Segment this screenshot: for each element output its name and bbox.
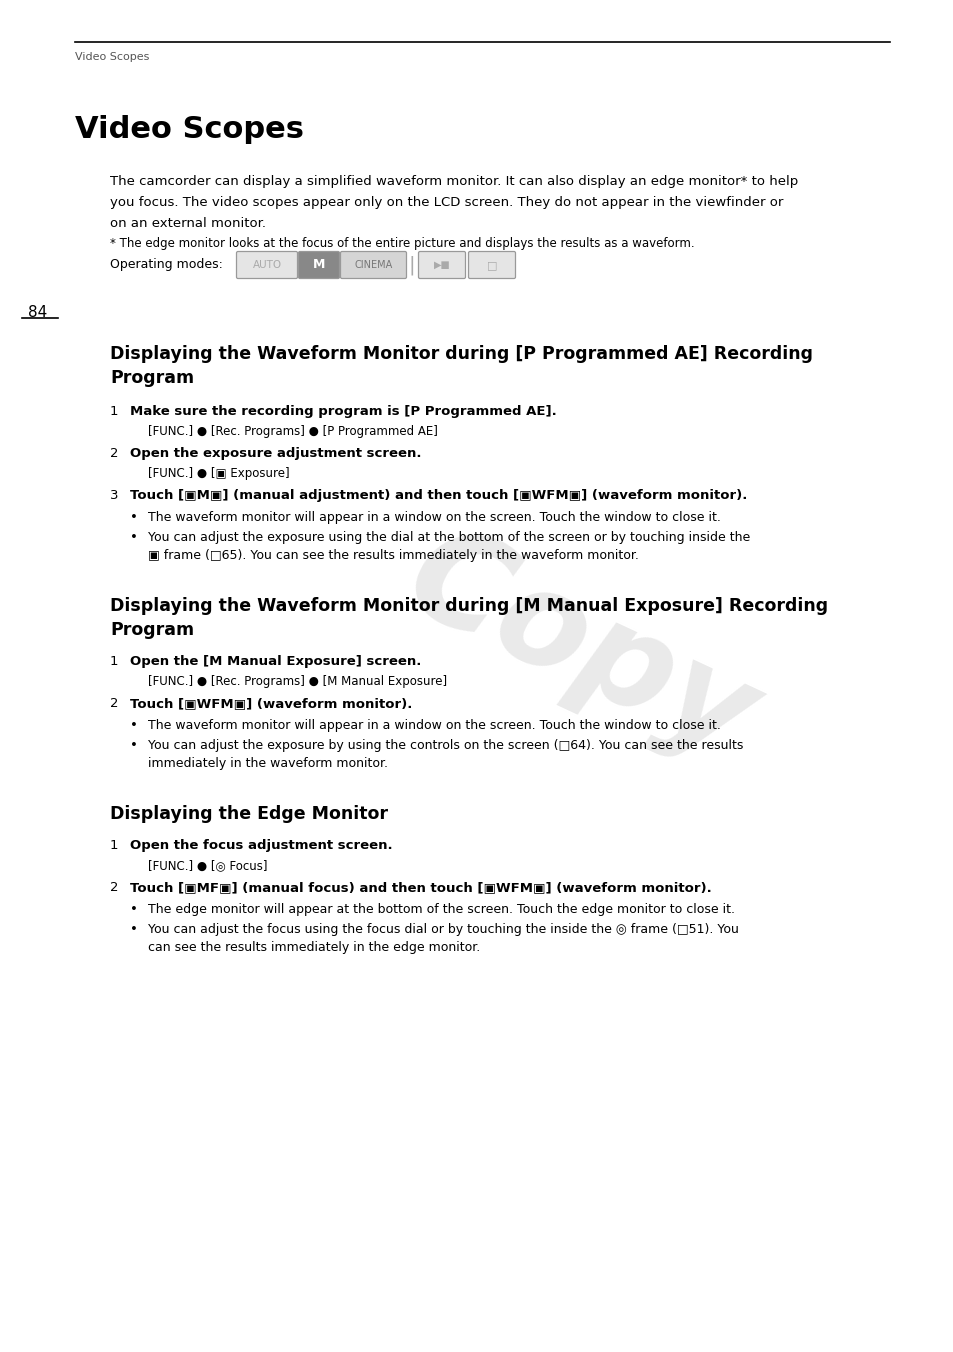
- Text: ▣ frame (□65). You can see the results immediately in the waveform monitor.: ▣ frame (□65). You can see the results i…: [148, 549, 639, 562]
- Text: Operating modes:: Operating modes:: [110, 258, 223, 270]
- Text: * The edge monitor looks at the focus of the entire picture and displays the res: * The edge monitor looks at the focus of…: [110, 237, 694, 250]
- Text: Video Scopes: Video Scopes: [75, 115, 304, 145]
- Text: •: •: [130, 511, 138, 525]
- Text: Open the exposure adjustment screen.: Open the exposure adjustment screen.: [130, 448, 421, 460]
- Text: on an external monitor.: on an external monitor.: [110, 218, 266, 230]
- Text: [FUNC.] ● [▣ Exposure]: [FUNC.] ● [▣ Exposure]: [148, 466, 290, 480]
- Text: You can adjust the exposure by using the controls on the screen (□64). You can s: You can adjust the exposure by using the…: [148, 740, 742, 752]
- Text: M: M: [313, 258, 325, 272]
- Text: 1: 1: [110, 840, 118, 852]
- Text: Displaying the Waveform Monitor during [P Programmed AE] Recording: Displaying the Waveform Monitor during […: [110, 345, 812, 362]
- FancyBboxPatch shape: [236, 251, 297, 279]
- Text: 2: 2: [110, 882, 118, 894]
- Text: •: •: [130, 923, 138, 936]
- Text: |: |: [408, 256, 415, 274]
- FancyBboxPatch shape: [418, 251, 465, 279]
- Text: 2: 2: [110, 448, 118, 460]
- FancyBboxPatch shape: [298, 251, 339, 279]
- Text: Video Scopes: Video Scopes: [75, 51, 150, 62]
- Text: Open the [M Manual Exposure] screen.: Open the [M Manual Exposure] screen.: [130, 654, 421, 668]
- Text: 3: 3: [110, 489, 118, 502]
- Text: The waveform monitor will appear in a window on the screen. Touch the window to : The waveform monitor will appear in a wi…: [148, 511, 720, 525]
- Text: □: □: [486, 260, 497, 270]
- Text: 2: 2: [110, 698, 118, 710]
- Text: AUTO: AUTO: [253, 260, 281, 270]
- Text: [FUNC.] ● [◎ Focus]: [FUNC.] ● [◎ Focus]: [148, 859, 267, 872]
- Text: You can adjust the focus using the focus dial or by touching the inside the ◎ fr: You can adjust the focus using the focus…: [148, 923, 739, 936]
- Text: you focus. The video scopes appear only on the LCD screen. They do not appear in: you focus. The video scopes appear only …: [110, 196, 782, 210]
- Text: Program: Program: [110, 621, 193, 639]
- Text: Touch [▣MF▣] (manual focus) and then touch [▣WFM▣] (waveform monitor).: Touch [▣MF▣] (manual focus) and then tou…: [130, 882, 711, 894]
- Text: Copy: Copy: [386, 515, 773, 786]
- Text: The waveform monitor will appear in a window on the screen. Touch the window to : The waveform monitor will appear in a wi…: [148, 719, 720, 731]
- Text: can see the results immediately in the edge monitor.: can see the results immediately in the e…: [148, 941, 479, 955]
- Text: [FUNC.] ● [Rec. Programs] ● [P Programmed AE]: [FUNC.] ● [Rec. Programs] ● [P Programme…: [148, 425, 437, 438]
- FancyBboxPatch shape: [468, 251, 515, 279]
- Text: You can adjust the exposure using the dial at the bottom of the screen or by tou: You can adjust the exposure using the di…: [148, 531, 749, 544]
- Text: Displaying the Edge Monitor: Displaying the Edge Monitor: [110, 804, 388, 823]
- Text: Program: Program: [110, 369, 193, 387]
- Text: ▶■: ▶■: [434, 260, 450, 270]
- Text: [FUNC.] ● [Rec. Programs] ● [M Manual Exposure]: [FUNC.] ● [Rec. Programs] ● [M Manual Ex…: [148, 675, 447, 688]
- Text: 84: 84: [29, 306, 48, 320]
- Text: •: •: [130, 740, 138, 752]
- Text: The camcorder can display a simplified waveform monitor. It can also display an : The camcorder can display a simplified w…: [110, 174, 798, 188]
- Text: Touch [▣M▣] (manual adjustment) and then touch [▣WFM▣] (waveform monitor).: Touch [▣M▣] (manual adjustment) and then…: [130, 489, 746, 502]
- Text: 1: 1: [110, 654, 118, 668]
- Text: The edge monitor will appear at the bottom of the screen. Touch the edge monitor: The edge monitor will appear at the bott…: [148, 903, 734, 917]
- FancyBboxPatch shape: [340, 251, 406, 279]
- Text: •: •: [130, 719, 138, 731]
- Text: •: •: [130, 531, 138, 544]
- Text: 1: 1: [110, 406, 118, 418]
- Text: Open the focus adjustment screen.: Open the focus adjustment screen.: [130, 840, 393, 852]
- Text: •: •: [130, 903, 138, 917]
- Text: immediately in the waveform monitor.: immediately in the waveform monitor.: [148, 757, 388, 771]
- Text: CINEMA: CINEMA: [354, 260, 393, 270]
- Text: Displaying the Waveform Monitor during [M Manual Exposure] Recording: Displaying the Waveform Monitor during […: [110, 598, 827, 615]
- Text: Touch [▣WFM▣] (waveform monitor).: Touch [▣WFM▣] (waveform monitor).: [130, 698, 412, 710]
- Text: Make sure the recording program is [P Programmed AE].: Make sure the recording program is [P Pr…: [130, 406, 557, 418]
